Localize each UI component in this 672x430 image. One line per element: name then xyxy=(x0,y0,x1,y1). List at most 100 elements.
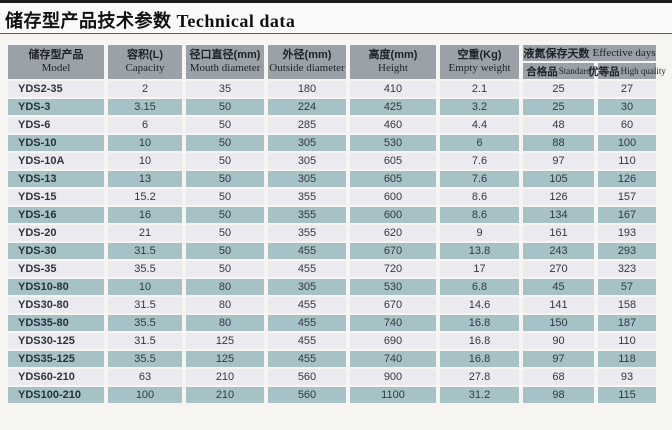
value-cell: 243 xyxy=(523,243,594,259)
subheader-en: Standard xyxy=(558,66,591,76)
value-cell: 530 xyxy=(350,135,436,151)
value-cell: 57 xyxy=(598,279,656,295)
value-cell: 150 xyxy=(523,315,594,331)
value-cell: 670 xyxy=(350,297,436,313)
value-cell: 100 xyxy=(598,135,656,151)
value-cell: 460 xyxy=(350,117,436,133)
value-cell: 180 xyxy=(268,81,346,97)
model-cell: YDS2-35 xyxy=(8,81,104,97)
value-cell: 50 xyxy=(186,243,264,259)
value-cell: 560 xyxy=(268,387,346,403)
column-header-outside-diameter: 外径(mm) Outside diameter xyxy=(268,45,346,79)
model-cell: YDS35-80 xyxy=(8,315,104,331)
column-header-zh: 径口直径(mm) xyxy=(189,49,261,62)
value-cell: 10 xyxy=(108,135,182,151)
value-cell: 355 xyxy=(268,225,346,241)
value-cell: 16.8 xyxy=(440,315,519,331)
value-cell: 115 xyxy=(598,387,656,403)
model-cell: YDS-6 xyxy=(8,117,104,133)
value-cell: 210 xyxy=(186,387,264,403)
value-cell: 530 xyxy=(350,279,436,295)
value-cell: 50 xyxy=(186,171,264,187)
model-cell: YDS30-80 xyxy=(8,297,104,313)
value-cell: 161 xyxy=(523,225,594,241)
value-cell: 7.6 xyxy=(440,153,519,169)
subheader-en: High quality xyxy=(620,66,666,76)
value-cell: 455 xyxy=(268,351,346,367)
value-cell: 293 xyxy=(598,243,656,259)
value-cell: 126 xyxy=(523,189,594,205)
column-group-header-effective-days: 液氮保存天数 Effective days xyxy=(523,45,656,61)
column-header-model: 储存型产品 Model xyxy=(8,45,104,79)
column-subheader-high-quality: 优等品 High quality xyxy=(588,63,666,79)
value-cell: 210 xyxy=(186,369,264,385)
value-cell: 13.8 xyxy=(440,243,519,259)
value-cell: 27 xyxy=(598,81,656,97)
value-cell: 25 xyxy=(523,99,594,115)
column-header-zh: 容积(L) xyxy=(126,49,164,62)
value-cell: 90 xyxy=(523,333,594,349)
value-cell: 305 xyxy=(268,279,346,295)
value-cell: 600 xyxy=(350,207,436,223)
value-cell: 600 xyxy=(350,189,436,205)
value-cell: 410 xyxy=(350,81,436,97)
column-header-en: Capacity xyxy=(125,62,165,74)
value-cell: 224 xyxy=(268,99,346,115)
page-title: 储存型产品技术参数 Technical data xyxy=(5,11,296,31)
value-cell: 323 xyxy=(598,261,656,277)
value-cell: 270 xyxy=(523,261,594,277)
value-cell: 80 xyxy=(186,315,264,331)
value-cell: 93 xyxy=(598,369,656,385)
value-cell: 7.6 xyxy=(440,171,519,187)
column-header-en: Empty weight xyxy=(448,62,511,74)
value-cell: 455 xyxy=(268,315,346,331)
value-cell: 118 xyxy=(598,351,656,367)
value-cell: 88 xyxy=(523,135,594,151)
value-cell: 30 xyxy=(598,99,656,115)
value-cell: 27.8 xyxy=(440,369,519,385)
model-cell: YDS-10 xyxy=(8,135,104,151)
value-cell: 740 xyxy=(350,315,436,331)
value-cell: 25 xyxy=(523,81,594,97)
value-cell: 35.5 xyxy=(108,261,182,277)
value-cell: 17 xyxy=(440,261,519,277)
value-cell: 21 xyxy=(108,225,182,241)
column-header-height: 高度(mm) Height xyxy=(350,45,436,79)
value-cell: 355 xyxy=(268,189,346,205)
value-cell: 720 xyxy=(350,261,436,277)
value-cell: 97 xyxy=(523,153,594,169)
value-cell: 50 xyxy=(186,117,264,133)
value-cell: 48 xyxy=(523,117,594,133)
model-cell: YDS-13 xyxy=(8,171,104,187)
value-cell: 50 xyxy=(186,153,264,169)
value-cell: 45 xyxy=(523,279,594,295)
value-cell: 35.5 xyxy=(108,315,182,331)
model-cell: YDS-30 xyxy=(8,243,104,259)
value-cell: 167 xyxy=(598,207,656,223)
column-header-empty-weight: 空重(Kg) Empty weight xyxy=(440,45,519,79)
model-cell: YDS35-125 xyxy=(8,351,104,367)
value-cell: 187 xyxy=(598,315,656,331)
value-cell: 740 xyxy=(350,351,436,367)
value-cell: 31.5 xyxy=(108,243,182,259)
value-cell: 50 xyxy=(186,189,264,205)
value-cell: 455 xyxy=(268,261,346,277)
column-header-en: Model xyxy=(41,62,71,74)
model-cell: YDS-10A xyxy=(8,153,104,169)
value-cell: 110 xyxy=(598,153,656,169)
value-cell: 16.8 xyxy=(440,333,519,349)
subheader-zh: 优等品 xyxy=(588,65,620,78)
value-cell: 14.6 xyxy=(440,297,519,313)
value-cell: 60 xyxy=(598,117,656,133)
value-cell: 125 xyxy=(186,333,264,349)
subheader-zh: 合格品 xyxy=(526,65,558,78)
value-cell: 63 xyxy=(108,369,182,385)
value-cell: 50 xyxy=(186,225,264,241)
model-cell: YDS-3 xyxy=(8,99,104,115)
value-cell: 31.2 xyxy=(440,387,519,403)
value-cell: 6 xyxy=(440,135,519,151)
technical-data-table: 储存型产品 Model 容积(L) Capacity 径口直径(mm) Mout… xyxy=(8,45,666,403)
value-cell: 6.8 xyxy=(440,279,519,295)
value-cell: 285 xyxy=(268,117,346,133)
